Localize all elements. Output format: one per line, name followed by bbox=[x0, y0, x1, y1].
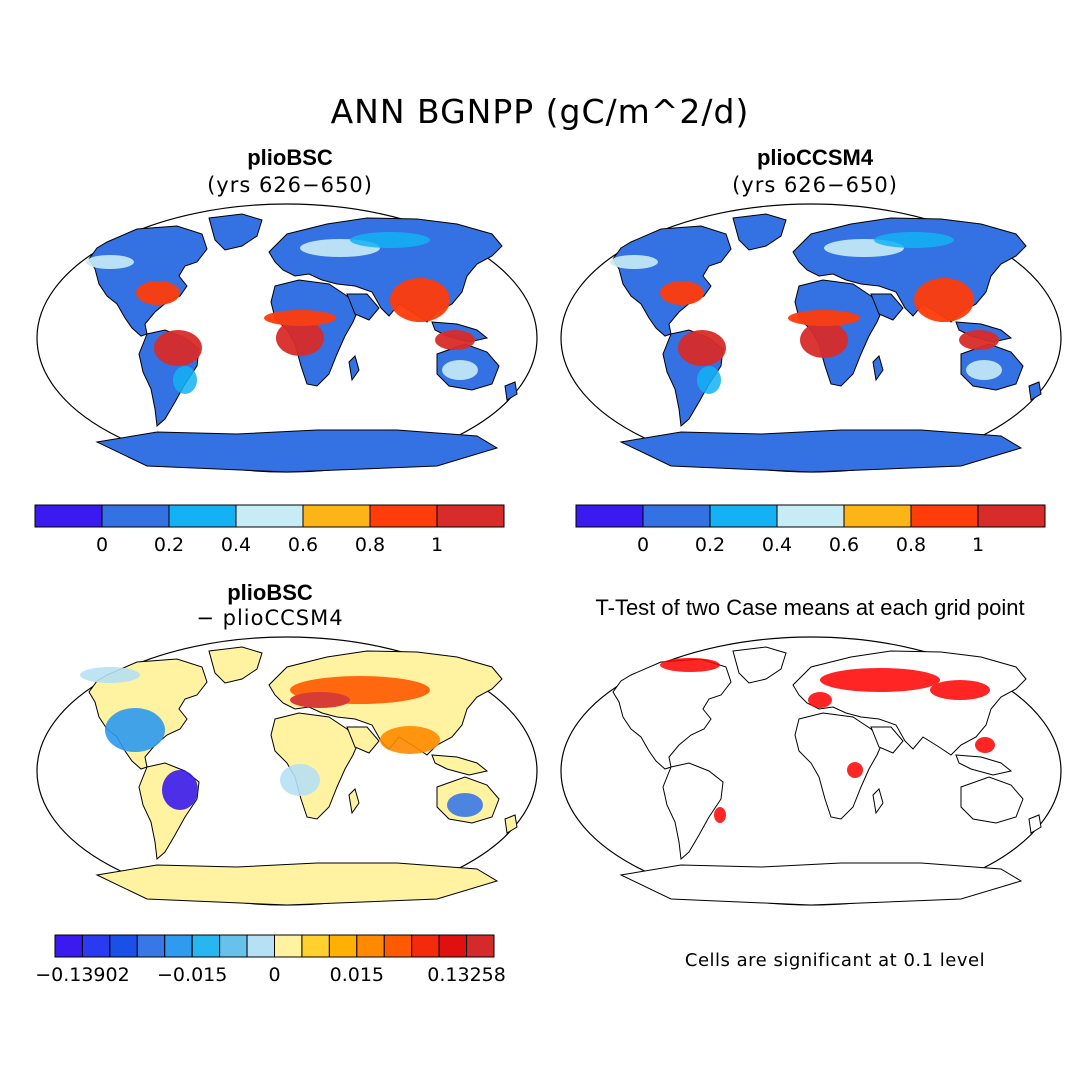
colorbar-tick-label: 0.015 bbox=[330, 964, 384, 986]
colorbar-swatch bbox=[168, 504, 237, 528]
colorbar-swatch bbox=[977, 504, 1046, 528]
colorbar-swatch bbox=[776, 504, 845, 528]
colorbar-swatch bbox=[109, 934, 138, 958]
colorbar-swatch bbox=[438, 934, 468, 958]
panel-title-case2: plioCCSM4 bbox=[756, 145, 874, 170]
colorbar-tick-label: −0.015 bbox=[157, 964, 227, 986]
map-case1 bbox=[36, 203, 538, 473]
colorbar-swatch bbox=[81, 934, 111, 958]
figure-title: ANN BGNPP (gC/m^2/d) bbox=[330, 92, 750, 131]
colorbar-swatch bbox=[34, 504, 103, 528]
colorbar-tick-label: 0 bbox=[268, 964, 280, 986]
colorbar-swatch bbox=[235, 504, 304, 528]
map-case2 bbox=[560, 203, 1062, 473]
colorbar-tick-label: 0.2 bbox=[154, 534, 184, 556]
colorbar-tick-label: −0.13902 bbox=[35, 964, 130, 986]
panel-subtitle-diff: − plioCCSM4 bbox=[196, 606, 344, 630]
significance-note: Cells are significant at 0.1 level bbox=[684, 950, 986, 971]
colorbar-swatch bbox=[302, 504, 371, 528]
colorbar-swatch bbox=[369, 504, 438, 528]
colorbar-swatch bbox=[164, 934, 193, 958]
colorbar-swatch bbox=[54, 934, 83, 958]
colorbar-swatch bbox=[136, 934, 166, 958]
colorbar-swatch bbox=[356, 934, 385, 958]
colorbar-swatch bbox=[910, 504, 979, 528]
map-diff bbox=[36, 636, 538, 906]
colorbar-tick-label: 0.6 bbox=[288, 534, 318, 556]
colorbar-swatch bbox=[843, 504, 912, 528]
colorbar-swatch bbox=[328, 934, 358, 958]
colorbar-swatch bbox=[466, 934, 495, 958]
panel-subtitle-case2: (yrs 626−650) bbox=[732, 173, 898, 197]
colorbar-swatch bbox=[709, 504, 778, 528]
panel-subtitle-case1: (yrs 626−650) bbox=[207, 173, 373, 197]
colorbar-tick-label: 0.6 bbox=[829, 534, 859, 556]
colorbar-swatch bbox=[219, 934, 248, 958]
colorbar-tick-label: 0.4 bbox=[221, 534, 251, 556]
colorbar-tick-label: 0.4 bbox=[762, 534, 792, 556]
colorbar-swatch bbox=[101, 504, 170, 528]
colorbar-tick-label: 0.13258 bbox=[427, 964, 506, 986]
colorbar-swatch bbox=[575, 504, 644, 528]
colorbar-swatch bbox=[642, 504, 711, 528]
colorbar-case2: 0 0.2 0.4 0.6 0.8 1 bbox=[575, 504, 1046, 556]
colorbar-tick-label: 0.8 bbox=[896, 534, 926, 556]
colorbar-tick-label: 0.8 bbox=[355, 534, 385, 556]
colorbar-swatch bbox=[274, 934, 303, 958]
colorbar-tick-label: 1 bbox=[972, 534, 984, 556]
colorbar-swatch bbox=[436, 504, 505, 528]
panel-title-case1: plioBSC bbox=[247, 145, 333, 170]
colorbar-swatch bbox=[246, 934, 275, 958]
colorbar-tick-label: 1 bbox=[431, 534, 443, 556]
panel-title-diff: plioBSC bbox=[227, 580, 313, 605]
map-ttest bbox=[560, 636, 1062, 906]
colorbar-tick-label: 0 bbox=[637, 534, 649, 556]
panel-title-ttest: T-Test of two Case means at each grid po… bbox=[595, 595, 1025, 620]
colorbar-tick-label: 0 bbox=[96, 534, 108, 556]
colorbar-swatch bbox=[383, 934, 413, 958]
colorbar-diff: −0.13902 −0.015 0 0.015 0.13258 bbox=[35, 934, 506, 986]
colorbar-case1: 0 0.2 0.4 0.6 0.8 1 bbox=[34, 504, 505, 556]
colorbar-swatch bbox=[301, 934, 330, 958]
colorbar-tick-label: 0.2 bbox=[695, 534, 725, 556]
colorbar-swatch bbox=[411, 934, 440, 958]
colorbar-swatch bbox=[191, 934, 221, 958]
